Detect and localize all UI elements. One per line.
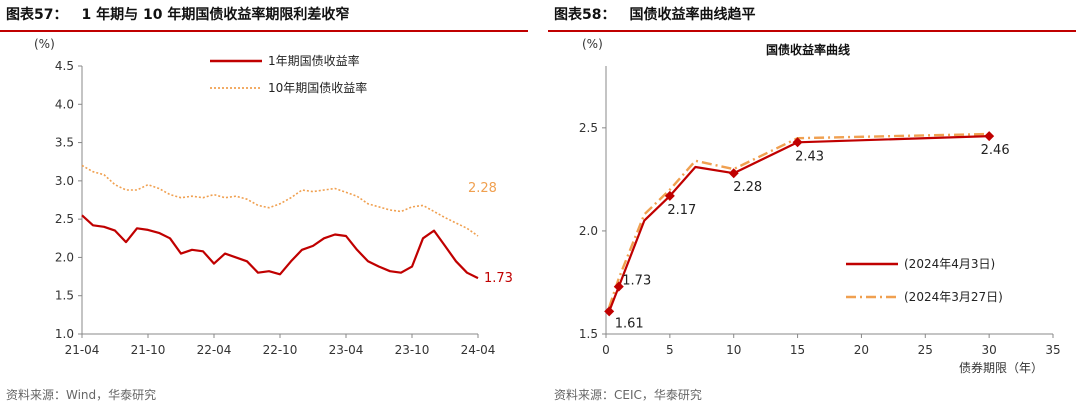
series-10y-line — [81, 164, 479, 237]
curve-0403-marker — [728, 168, 739, 179]
left-x-tick-label: 24-04 — [461, 343, 496, 357]
left-y-tick-label: 4.0 — [55, 97, 74, 111]
left-x-tick-label: 23-10 — [395, 343, 430, 357]
right-y-tick-label: 1.5 — [579, 327, 598, 341]
legend-0327-label: (2024年3月27日) — [904, 290, 1003, 304]
right-x-tick-label: 35 — [1045, 343, 1060, 357]
curve-0403-marker — [613, 281, 624, 292]
label-10y-end: 2.28 — [468, 181, 497, 196]
curve-0403-line — [608, 135, 990, 312]
left-chart-number: 图表57： — [6, 7, 68, 23]
right-x-tick-label: 10 — [726, 343, 741, 357]
left-y-tick-label: 1.5 — [55, 289, 74, 303]
yield-curve-chart: (%) 国债收益率曲线 1.5 2.0 2.5 0 5 10 15 20 25 30 35债券期限（年）… — [579, 37, 1061, 375]
left-x-tick-label: 22-10 — [263, 343, 298, 357]
label-1y-end: 1.73 — [484, 271, 513, 286]
series-1y-line — [81, 214, 479, 280]
right-title-rule — [548, 30, 1076, 32]
left-y-tick-label: 2.5 — [55, 212, 74, 226]
right-chart-heading: 国债收益率曲线趋平 — [629, 7, 756, 23]
legend-10y-label: 10年期国债收益率 — [268, 80, 367, 95]
left-y-tick-label: 1.0 — [55, 327, 74, 341]
right-x-tick-label: 5 — [666, 343, 674, 357]
left-y-unit: (%) — [34, 37, 55, 51]
left-x-tick-label: 21-04 — [65, 343, 100, 357]
right-x-axis-label: 债券期限（年） — [959, 360, 1043, 375]
curve-0403-value-label: 2.46 — [981, 143, 1010, 158]
left-chart-panel: 图表57： 1 年期与 10 年期国债收益率期限利差收窄 (%) 1.0 1.5 2.0… — [0, 0, 530, 415]
left-line-chart: (%) 1.0 1.5 2.0 2.5 3.0 3.5 4.0 4.5 21-04 21-10 22-… — [34, 37, 513, 357]
right-chart-title: 图表58： 国债收益率曲线趋平 — [554, 4, 755, 24]
curve-0403-value-label: 1.73 — [622, 274, 651, 289]
left-y-tick-label: 4.5 — [55, 59, 74, 73]
left-x-tick-label: 21-10 — [131, 343, 166, 357]
left-x-tick-label: 23-04 — [329, 343, 364, 357]
left-y-tick-label: 3.5 — [55, 136, 74, 150]
curve-0403-marker — [604, 306, 615, 317]
left-y-tick-label: 3.0 — [55, 174, 74, 188]
right-chart-number: 图表58： — [554, 7, 616, 23]
curve-0327-line — [608, 132, 990, 308]
curve-0403-marker — [984, 131, 995, 142]
left-source-note: 资料来源：Wind，华泰研究 — [6, 388, 157, 402]
left-chart-title: 图表57： 1 年期与 10 年期国债收益率期限利差收窄 — [6, 4, 349, 24]
right-x-tick-label: 15 — [790, 343, 805, 357]
right-x-tick-label: 20 — [854, 343, 869, 357]
legend-0403-label: (2024年4月3日) — [904, 257, 995, 271]
left-chart-heading: 1 年期与 10 年期国债收益率期限利差收窄 — [81, 7, 350, 23]
left-title-rule — [0, 30, 528, 32]
right-y-tick-label: 2.0 — [579, 224, 598, 238]
curve-0403-value-label: 1.61 — [615, 316, 644, 331]
left-y-tick-label: 2.0 — [55, 250, 74, 264]
right-source-note: 资料来源：CEIC，华泰研究 — [554, 388, 702, 402]
curve-0403-marker — [792, 137, 803, 148]
curve-0403-value-label: 2.43 — [795, 149, 824, 164]
right-y-unit: (%) — [582, 37, 603, 51]
legend-1y-label: 1年期国债收益率 — [268, 53, 360, 68]
right-x-tick-label: 30 — [982, 343, 997, 357]
curve-0403-value-label: 2.28 — [733, 180, 762, 195]
right-y-tick-label: 2.5 — [579, 121, 598, 135]
left-x-tick-label: 22-04 — [197, 343, 232, 357]
right-x-tick-label: 0 — [602, 343, 610, 357]
curve-0403-value-label: 2.17 — [667, 203, 696, 218]
curve-0403-marker — [664, 190, 675, 201]
right-x-tick-label: 25 — [918, 343, 933, 357]
right-chart-panel: 图表58： 国债收益率曲线趋平 (%) 国债收益率曲线 1.5 2.0 2.5 0 5 10 15… — [548, 0, 1078, 415]
right-chart-inner-title: 国债收益率曲线 — [766, 42, 850, 57]
